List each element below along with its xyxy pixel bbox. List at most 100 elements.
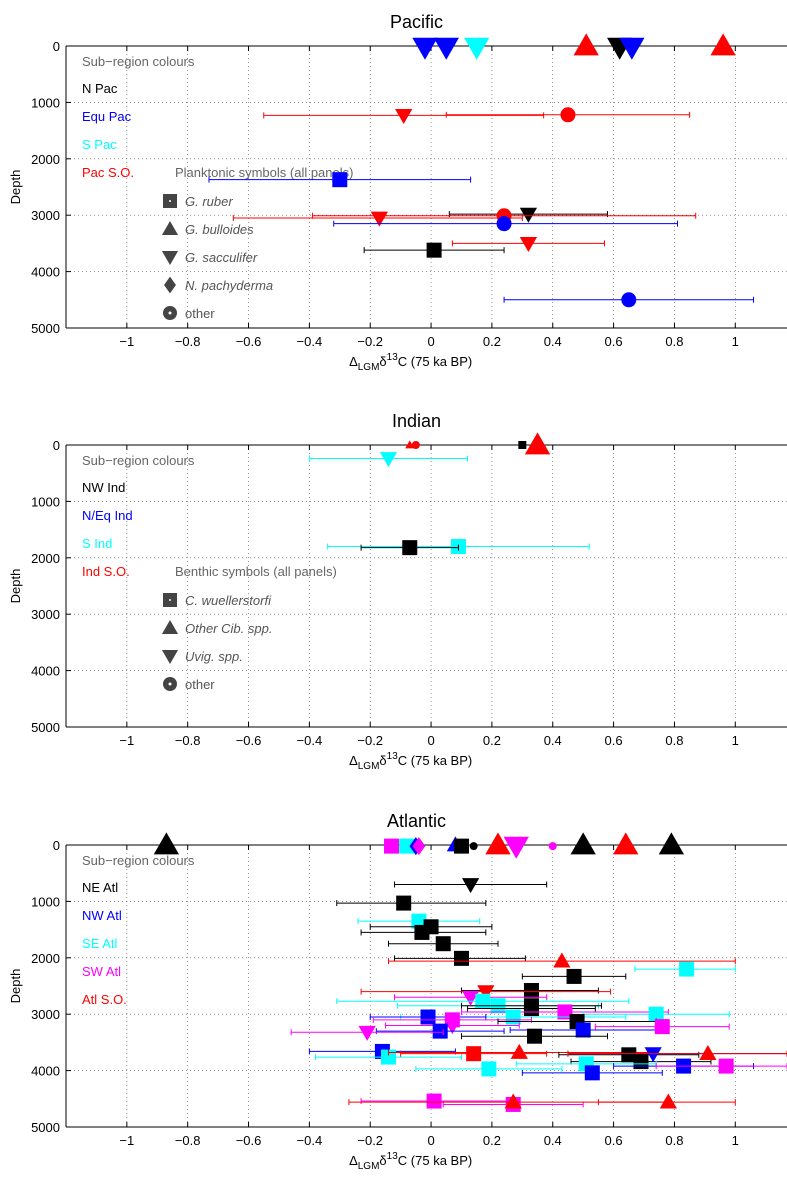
data-point-square bbox=[384, 838, 400, 854]
x-axis-label: ΔLGMδ13C (75 ka BP) bbox=[349, 1151, 472, 1172]
data-point-triangle-down bbox=[370, 211, 388, 227]
x-tick-label: 0.4 bbox=[544, 1133, 562, 1148]
data-point-triangle-up bbox=[659, 1093, 677, 1109]
legend-symbol-marker bbox=[161, 650, 179, 665]
x-tick-label: −0.6 bbox=[236, 1133, 262, 1148]
grid-lines bbox=[66, 844, 787, 1128]
x-tick-label: 0.6 bbox=[605, 733, 623, 748]
legend-symbol-marker bbox=[161, 251, 179, 266]
legend-region-label: S Pac bbox=[82, 137, 117, 152]
x-axis-label-part: LGM bbox=[358, 761, 380, 772]
x-axis-label-part: C (75 ka BP) bbox=[398, 753, 472, 768]
x-tick-label: −0.2 bbox=[357, 733, 383, 748]
legend-symbol-marker bbox=[161, 220, 179, 235]
data-point-square bbox=[648, 1006, 664, 1022]
data-point-triangle-up bbox=[553, 952, 571, 968]
data-point-square bbox=[518, 441, 527, 449]
x-axis-label-part: LGM bbox=[358, 362, 380, 373]
chart-title: Indian bbox=[392, 411, 441, 431]
x-tick-label: −0.2 bbox=[357, 1133, 383, 1148]
data-point-triangle-down bbox=[477, 985, 495, 1001]
x-tick-label: 0.4 bbox=[544, 733, 562, 748]
x-axis-label-part: δ bbox=[379, 753, 386, 768]
data-point-triangle-down bbox=[461, 878, 480, 894]
chart-title: Atlantic bbox=[387, 811, 446, 831]
legend-region-label: Atl S.O. bbox=[82, 992, 127, 1007]
legend-region-label: NE Atl bbox=[82, 880, 118, 895]
y-axis-label: Depth bbox=[8, 969, 23, 1004]
data-point-square bbox=[453, 838, 469, 854]
legend-symbol-marker bbox=[161, 619, 179, 634]
x-axis-label-part: C (75 ka BP) bbox=[398, 354, 472, 369]
data-point-square bbox=[475, 993, 491, 1009]
data-point-square bbox=[566, 968, 582, 984]
legend-symbol-label: other bbox=[185, 677, 215, 692]
legend-region-label: SE Atl bbox=[82, 936, 118, 951]
data-points bbox=[208, 33, 755, 308]
data-point-square bbox=[679, 961, 695, 977]
data-point-triangle-up bbox=[485, 832, 511, 855]
legend-symbol-dot bbox=[168, 682, 172, 686]
legend-symbol-dot bbox=[169, 599, 171, 601]
x-axis-label-part: C (75 ka BP) bbox=[398, 1153, 472, 1168]
data-point-triangle-up bbox=[658, 832, 685, 855]
x-tick-label: −0.4 bbox=[297, 334, 323, 349]
legend-region-label: Equ Pac bbox=[82, 109, 132, 124]
legend-region-label: Ind S.O. bbox=[82, 564, 130, 579]
legend-symbol-marker bbox=[164, 276, 176, 294]
x-tick-label: 0 bbox=[427, 733, 434, 748]
y-tick-label: 0 bbox=[53, 438, 60, 453]
legend-symbol-title: Benthic symbols (all panels) bbox=[175, 564, 337, 579]
y-tick-label: 5000 bbox=[31, 720, 60, 735]
x-tick-label: 0.8 bbox=[665, 1133, 683, 1148]
y-tick-label: 4000 bbox=[31, 664, 60, 679]
x-tick-label: −0.2 bbox=[357, 334, 383, 349]
legend-symbol-label: G. bulloides bbox=[185, 222, 254, 237]
y-tick-label: 2000 bbox=[31, 152, 60, 167]
x-tick-label: 0.6 bbox=[605, 1133, 623, 1148]
y-tick-label: 4000 bbox=[31, 1064, 60, 1079]
x-axis-label-part: 13 bbox=[387, 352, 399, 363]
x-tick-label: 0 bbox=[427, 334, 434, 349]
y-tick-label: 1000 bbox=[31, 494, 60, 509]
y-tick-label: 3000 bbox=[31, 1007, 60, 1022]
legend-symbol-label: G. ruber bbox=[185, 194, 233, 209]
legend-symbol-dot bbox=[168, 311, 172, 315]
legend: Sub−region colours N Pac Equ Pac S Pac Pac S… bbox=[82, 54, 353, 321]
data-point-triangle-down bbox=[379, 452, 398, 468]
data-point-diamond bbox=[412, 837, 426, 856]
data-point-square bbox=[481, 1061, 497, 1077]
x-axis-label-part: Δ bbox=[349, 354, 358, 369]
x-tick-label: 0 bbox=[427, 1133, 434, 1148]
data-point-square bbox=[523, 983, 539, 999]
x-axis-label-part: 13 bbox=[387, 1151, 399, 1162]
y-tick-label: 1000 bbox=[31, 95, 60, 110]
x-tick-label: 0.2 bbox=[483, 733, 501, 748]
y-tick-label: 0 bbox=[53, 838, 60, 853]
x-axis-label: ΔLGMδ13C (75 ka BP) bbox=[349, 751, 472, 772]
data-point-triangle-down bbox=[433, 37, 459, 60]
x-tick-label: 0.2 bbox=[483, 1133, 501, 1148]
data-point-square bbox=[523, 1001, 539, 1017]
chart-title: Pacific bbox=[390, 12, 443, 32]
x-tick-label: 0.8 bbox=[665, 733, 683, 748]
x-tick-label: −1 bbox=[119, 733, 134, 748]
data-point-triangle-up bbox=[524, 432, 551, 455]
legend-region-label: NW Ind bbox=[82, 480, 125, 495]
y-tick-label: 4000 bbox=[31, 265, 60, 280]
y-tick-label: 3000 bbox=[31, 208, 60, 223]
y-tick-label: 2000 bbox=[31, 551, 60, 566]
data-point-circle bbox=[548, 842, 557, 851]
x-axis-label-part: Δ bbox=[349, 753, 358, 768]
x-tick-label: −0.4 bbox=[297, 1133, 323, 1148]
data-point-square bbox=[435, 936, 451, 952]
data-point-circle bbox=[469, 842, 478, 851]
data-point-triangle-down bbox=[644, 1047, 662, 1063]
data-point-square bbox=[505, 1009, 521, 1025]
data-point-square bbox=[718, 1058, 734, 1074]
legend-symbol-label: other bbox=[185, 306, 215, 321]
data-point-triangle-up bbox=[405, 440, 415, 449]
data-point-triangle-down bbox=[461, 990, 480, 1006]
